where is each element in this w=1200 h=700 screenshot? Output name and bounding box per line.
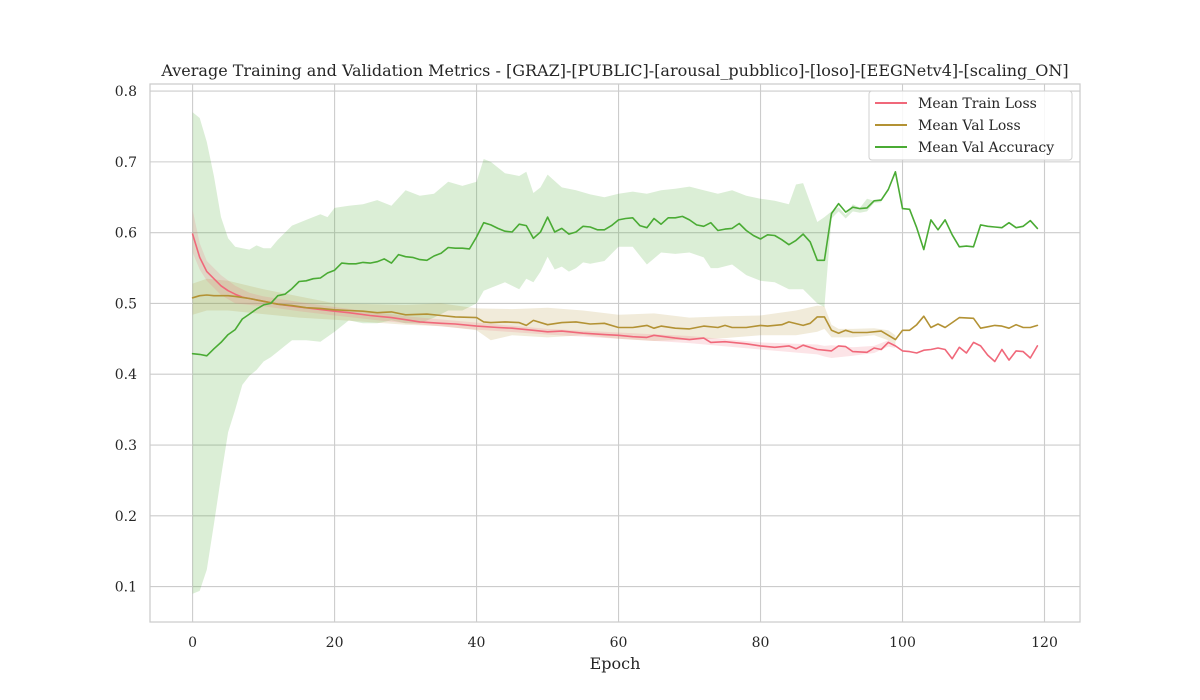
mean-val-loss-line <box>191 294 1039 341</box>
legend-label-train-loss: Mean Train Loss <box>918 96 1037 112</box>
x-axis-ticks: 0 20 40 60 80 100 120 <box>188 635 1058 651</box>
legend-label-val-accuracy: Mean Val Accuracy <box>918 140 1054 156</box>
y-tick-label: 0.1 <box>115 580 137 596</box>
y-tick-label: 0.8 <box>115 84 137 100</box>
y-tick-label: 0.7 <box>115 155 137 171</box>
plot-area-frame <box>149 83 1081 623</box>
y-tick-label: 0.2 <box>115 509 137 525</box>
chart-title: Average Training and Validation Metrics … <box>160 61 1068 80</box>
mean-val-accuracy-band <box>192 112 882 594</box>
x-tick-label: 60 <box>610 635 628 651</box>
legend: Mean Train Loss Mean Val Loss Mean Val A… <box>868 90 1073 161</box>
legend-label-val-loss: Mean Val Loss <box>918 118 1021 134</box>
x-tick-label: 0 <box>188 635 197 651</box>
y-tick-label: 0.5 <box>115 296 137 312</box>
y-tick-label: 0.3 <box>115 438 137 454</box>
x-tick-label: 100 <box>889 635 916 651</box>
x-tick-label: 80 <box>752 635 770 651</box>
x-axis-label: Epoch <box>590 654 641 673</box>
y-tick-label: 0.6 <box>115 226 137 242</box>
x-tick-label: 40 <box>468 635 486 651</box>
series-lines <box>191 171 1039 363</box>
y-axis-ticks: 0.1 0.2 0.3 0.4 0.5 0.6 0.7 0.8 <box>115 84 137 596</box>
mean-train-loss-line <box>191 233 1039 363</box>
x-tick-label: 120 <box>1031 635 1058 651</box>
x-tick-label: 20 <box>326 635 344 651</box>
legend-box <box>868 90 1073 161</box>
confidence-bands <box>192 112 896 594</box>
mean-val-loss-band <box>192 278 896 345</box>
grid-lines <box>150 84 1080 622</box>
y-tick-label: 0.4 <box>115 367 137 383</box>
mean-val-accuracy-line <box>191 171 1039 357</box>
